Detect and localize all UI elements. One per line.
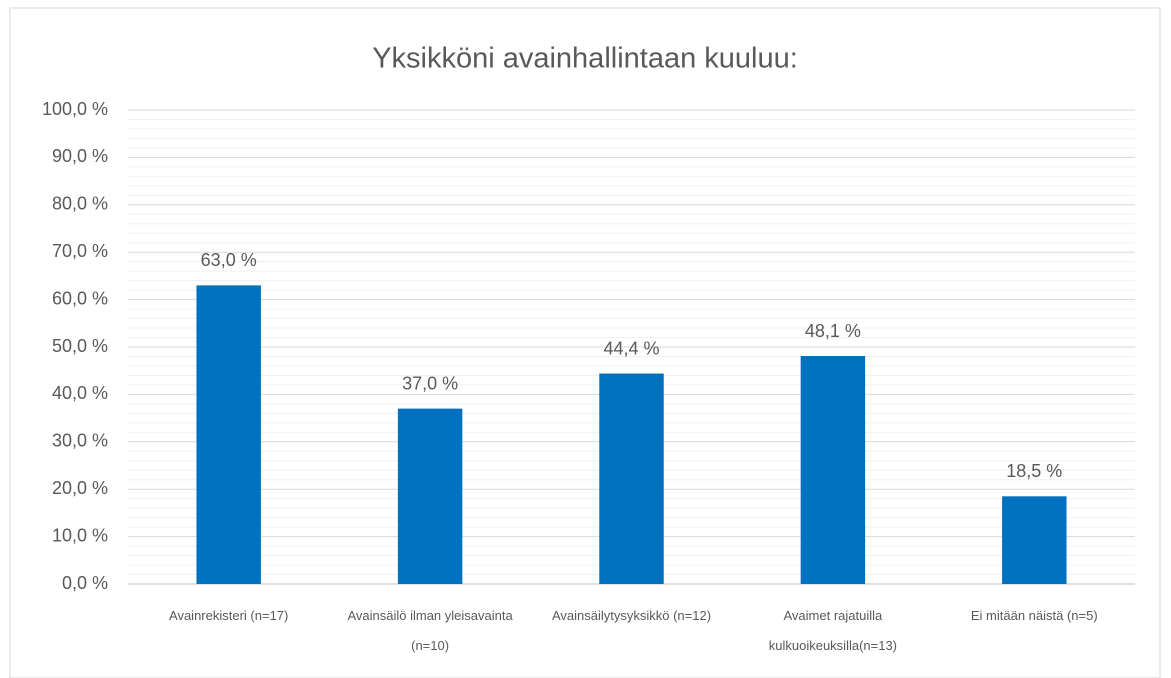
y-tick-label: 10,0 % xyxy=(52,525,108,545)
bar xyxy=(397,408,463,584)
chart-title: Yksikköni avainhallintaan kuuluu: xyxy=(372,43,798,75)
x-tick-label: Avainsäilytysyksikkö (n=12) xyxy=(551,608,712,623)
y-tick-label: 70,0 % xyxy=(52,241,108,261)
data-label: 44,4 % xyxy=(603,338,659,358)
y-tick-label: 90,0 % xyxy=(52,146,108,166)
y-tick-label: 100,0 % xyxy=(42,99,108,119)
y-tick-label: 30,0 % xyxy=(52,431,108,451)
x-tick-label: Avaimet rajatuilla kulkuoikeuksilla(n=13… xyxy=(768,608,898,653)
bar xyxy=(1002,496,1067,584)
y-tick-label: 0,0 % xyxy=(62,573,108,593)
y-tick-label: 60,0 % xyxy=(52,288,108,308)
data-label: 18,5 % xyxy=(1006,461,1062,481)
x-tick-label: Ei mitään näistä (n=5) xyxy=(970,608,1098,623)
y-tick-label: 50,0 % xyxy=(52,336,108,356)
bar xyxy=(196,285,261,584)
bar xyxy=(599,373,664,584)
data-label: 48,1 % xyxy=(805,321,861,341)
y-tick-label: 80,0 % xyxy=(52,194,108,214)
chart-frame xyxy=(9,7,1161,678)
x-tick-label: Avainsäilö ilman yleisavainta (n=10) xyxy=(347,608,513,653)
data-label: 37,0 % xyxy=(402,373,458,393)
data-label: 63,0 % xyxy=(201,250,257,270)
y-tick-label: 40,0 % xyxy=(52,383,108,403)
bar xyxy=(800,356,866,584)
y-tick-label: 20,0 % xyxy=(52,478,108,498)
x-tick-label: Avainrekisteri (n=17) xyxy=(169,608,289,623)
